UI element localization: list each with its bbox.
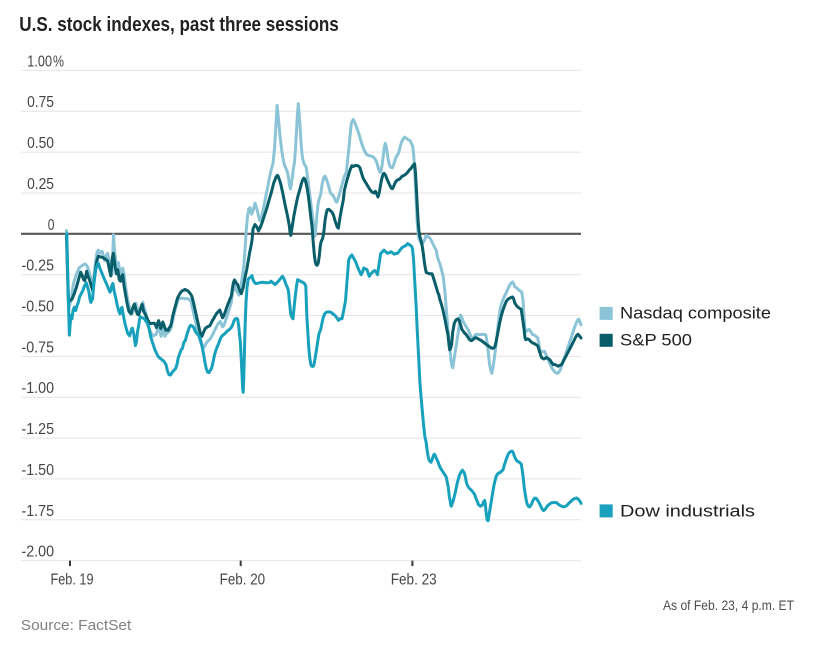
svg-text:-2.00: -2.00 xyxy=(22,544,55,561)
svg-text:Dow industrials: Dow industrials xyxy=(620,501,755,520)
svg-text:-0.25: -0.25 xyxy=(22,258,55,275)
svg-text:Nasdaq composite: Nasdaq composite xyxy=(620,304,771,323)
svg-text:-0.50: -0.50 xyxy=(22,299,55,316)
svg-text:0.50: 0.50 xyxy=(27,135,54,152)
svg-text:Feb. 19: Feb. 19 xyxy=(51,572,94,589)
svg-text:0: 0 xyxy=(48,217,55,234)
svg-text:Source: FactSet: Source: FactSet xyxy=(21,617,132,634)
svg-text:-1.25: -1.25 xyxy=(22,421,55,438)
svg-text:0.25: 0.25 xyxy=(27,176,54,193)
svg-text:1.00: 1.00 xyxy=(27,53,52,70)
svg-text:%: % xyxy=(53,53,64,70)
svg-text:U.S. stock indexes, past three: U.S. stock indexes, past three sessions xyxy=(19,14,339,36)
svg-text:-1.75: -1.75 xyxy=(22,503,55,520)
svg-text:Feb. 20: Feb. 20 xyxy=(220,572,266,589)
svg-text:-1.50: -1.50 xyxy=(22,462,55,479)
svg-text:Feb. 23: Feb. 23 xyxy=(391,572,437,589)
svg-text:As of Feb. 23, 4 p.m. ET: As of Feb. 23, 4 p.m. ET xyxy=(663,598,794,613)
svg-text:0.75: 0.75 xyxy=(27,94,54,111)
svg-text:S&P 500: S&P 500 xyxy=(620,331,692,350)
svg-text:-0.75: -0.75 xyxy=(22,339,55,356)
svg-text:-1.00: -1.00 xyxy=(22,380,55,397)
